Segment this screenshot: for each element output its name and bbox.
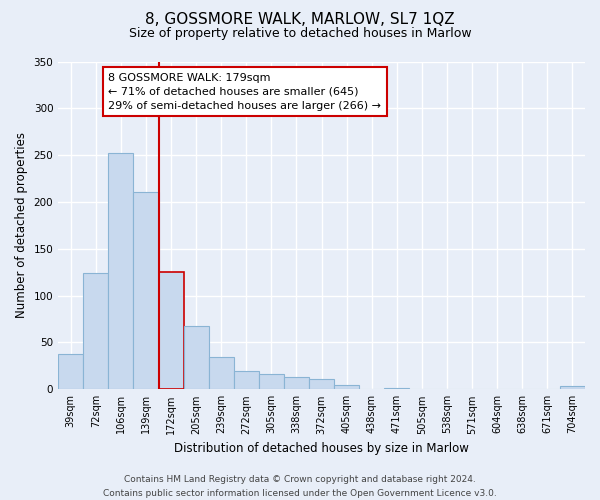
Bar xyxy=(109,154,133,390)
Bar xyxy=(234,370,259,390)
Bar xyxy=(259,374,284,390)
Bar xyxy=(284,377,309,390)
Text: Size of property relative to detached houses in Marlow: Size of property relative to detached ho… xyxy=(128,28,472,40)
Y-axis label: Number of detached properties: Number of detached properties xyxy=(15,132,28,318)
Text: 8 GOSSMORE WALK: 179sqm
← 71% of detached houses are smaller (645)
29% of semi-d: 8 GOSSMORE WALK: 179sqm ← 71% of detache… xyxy=(109,72,382,110)
Bar xyxy=(158,272,184,390)
Bar xyxy=(560,386,585,390)
Bar xyxy=(334,384,359,390)
Bar xyxy=(58,354,83,390)
Bar xyxy=(385,388,409,390)
Bar xyxy=(133,192,158,390)
X-axis label: Distribution of detached houses by size in Marlow: Distribution of detached houses by size … xyxy=(174,442,469,455)
Bar xyxy=(184,326,209,390)
Bar xyxy=(209,356,234,390)
Text: 8, GOSSMORE WALK, MARLOW, SL7 1QZ: 8, GOSSMORE WALK, MARLOW, SL7 1QZ xyxy=(145,12,455,28)
Text: Contains HM Land Registry data © Crown copyright and database right 2024.
Contai: Contains HM Land Registry data © Crown c… xyxy=(103,476,497,498)
Bar xyxy=(83,273,109,390)
Bar xyxy=(309,379,334,390)
